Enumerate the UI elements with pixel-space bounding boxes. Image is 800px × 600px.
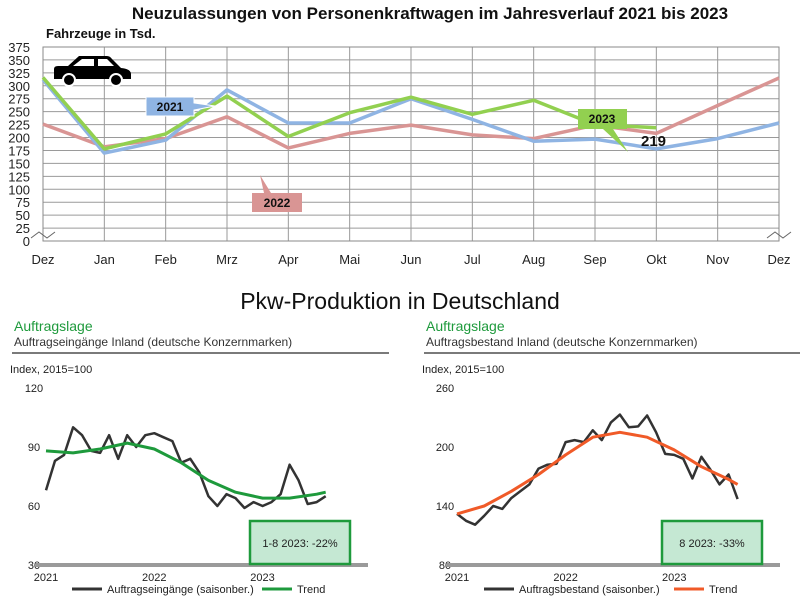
y-tick-label: 50 bbox=[16, 208, 30, 223]
y-tick-label: 125 bbox=[8, 169, 30, 184]
legend-label-trend: Trend bbox=[709, 584, 737, 596]
panel-y-tick: 60 bbox=[28, 501, 40, 513]
y-tick-label: 275 bbox=[8, 92, 30, 107]
label-2021: 2021 bbox=[145, 96, 216, 117]
y-tick-label: 175 bbox=[8, 143, 30, 158]
panel-x-tick: 2021 bbox=[445, 572, 469, 584]
series-line-2023 bbox=[41, 76, 657, 151]
y-tick-label: 25 bbox=[16, 221, 30, 236]
section-title: Pkw-Produktion in Deutschland bbox=[240, 288, 560, 314]
panel-x-tick: 2021 bbox=[34, 572, 58, 584]
top-y-ticks: 0255075100125150175200225250275300325350… bbox=[8, 40, 30, 249]
legend-label-actual: Auftragsbestand (saisonber.) bbox=[519, 584, 660, 596]
y-tick-label: 0 bbox=[23, 234, 30, 249]
x-tick-label: Mai bbox=[339, 252, 360, 267]
panel-y-tick: 200 bbox=[436, 442, 454, 454]
axis-break-left bbox=[30, 231, 56, 239]
y-tick-label: 300 bbox=[8, 79, 30, 94]
top-x-ticks: Dez Jan Feb Mrz Apr Mai Jun Jul Aug Sep Okt Nov Dez bbox=[31, 252, 790, 267]
plot-frame bbox=[42, 46, 780, 242]
series-line-actual bbox=[456, 413, 739, 526]
legend-label-trend: Trend bbox=[297, 584, 325, 596]
annotation-box bbox=[660, 519, 764, 566]
series-line-trend bbox=[456, 430, 739, 516]
x-tick-label: Nov bbox=[706, 252, 730, 267]
last-value-label: 219 bbox=[641, 133, 666, 150]
y-tick-label: 225 bbox=[8, 118, 30, 133]
y-tick-label: 75 bbox=[16, 195, 30, 210]
label-2022: 2022 bbox=[252, 175, 302, 212]
y-tick-label: 100 bbox=[8, 182, 30, 197]
panel-x-tick: 2023 bbox=[662, 572, 686, 584]
panel-y-tick: 260 bbox=[436, 383, 454, 395]
y-tick-label: 375 bbox=[8, 40, 30, 55]
annotation-text: 8 2023: -33% bbox=[679, 538, 745, 550]
panel-y-tick: 120 bbox=[25, 383, 43, 395]
series-line-trend bbox=[45, 441, 327, 500]
panel-subtitle: Auftragseingänge Inland (deutsche Konzer… bbox=[14, 335, 292, 349]
series-line-actual bbox=[44, 426, 327, 510]
svg-text:2023: 2023 bbox=[589, 112, 616, 126]
x-tick-label: Sep bbox=[583, 252, 606, 267]
x-tick-label: Jul bbox=[464, 252, 481, 267]
x-tick-label: Feb bbox=[154, 252, 176, 267]
panel-title: Auftragslage bbox=[14, 318, 93, 334]
annotation-text: 1-8 2023: -22% bbox=[262, 538, 337, 550]
y-tick-label: 350 bbox=[8, 53, 30, 68]
x-tick-label: Dez bbox=[767, 252, 790, 267]
x-tick-label: Aug bbox=[522, 252, 545, 267]
y-tick-label: 150 bbox=[8, 156, 30, 171]
top-series bbox=[41, 76, 780, 155]
panel-y-tick: 140 bbox=[436, 501, 454, 513]
panel-y-axis-label: Index, 2015=100 bbox=[10, 364, 92, 376]
x-tick-label: Okt bbox=[646, 252, 667, 267]
panel-y-axis-label: Index, 2015=100 bbox=[422, 364, 504, 376]
y-axis-label: Fahrzeuge in Tsd. bbox=[46, 26, 156, 41]
label-2023: 2023 bbox=[578, 109, 628, 152]
y-tick-label: 325 bbox=[8, 66, 30, 81]
x-tick-label: Jun bbox=[401, 252, 422, 267]
axis-break-right bbox=[766, 231, 792, 239]
x-tick-label: Dez bbox=[31, 252, 54, 267]
panel-x-tick: 2023 bbox=[250, 572, 274, 584]
x-tick-label: Jan bbox=[94, 252, 115, 267]
chart-title: Neuzulassungen von Personenkraftwagen im… bbox=[132, 4, 728, 23]
panel-y-tick: 90 bbox=[28, 442, 40, 454]
svg-text:2021: 2021 bbox=[157, 100, 184, 114]
annotation-box bbox=[248, 519, 352, 566]
x-tick-label: Apr bbox=[278, 252, 299, 267]
x-tick-label: Mrz bbox=[216, 252, 238, 267]
panel-x-tick: 2022 bbox=[142, 572, 166, 584]
panel-subtitle: Auftragsbestand Inland (deutsche Konzern… bbox=[426, 335, 698, 349]
panel-x-tick: 2022 bbox=[553, 572, 577, 584]
legend-label-actual: Auftragseingänge (saisonber.) bbox=[107, 584, 254, 596]
y-tick-label: 250 bbox=[8, 105, 30, 120]
car-icon bbox=[54, 56, 131, 87]
y-tick-label: 200 bbox=[8, 131, 30, 146]
panel-title: Auftragslage bbox=[426, 318, 505, 334]
svg-text:2022: 2022 bbox=[264, 196, 291, 210]
